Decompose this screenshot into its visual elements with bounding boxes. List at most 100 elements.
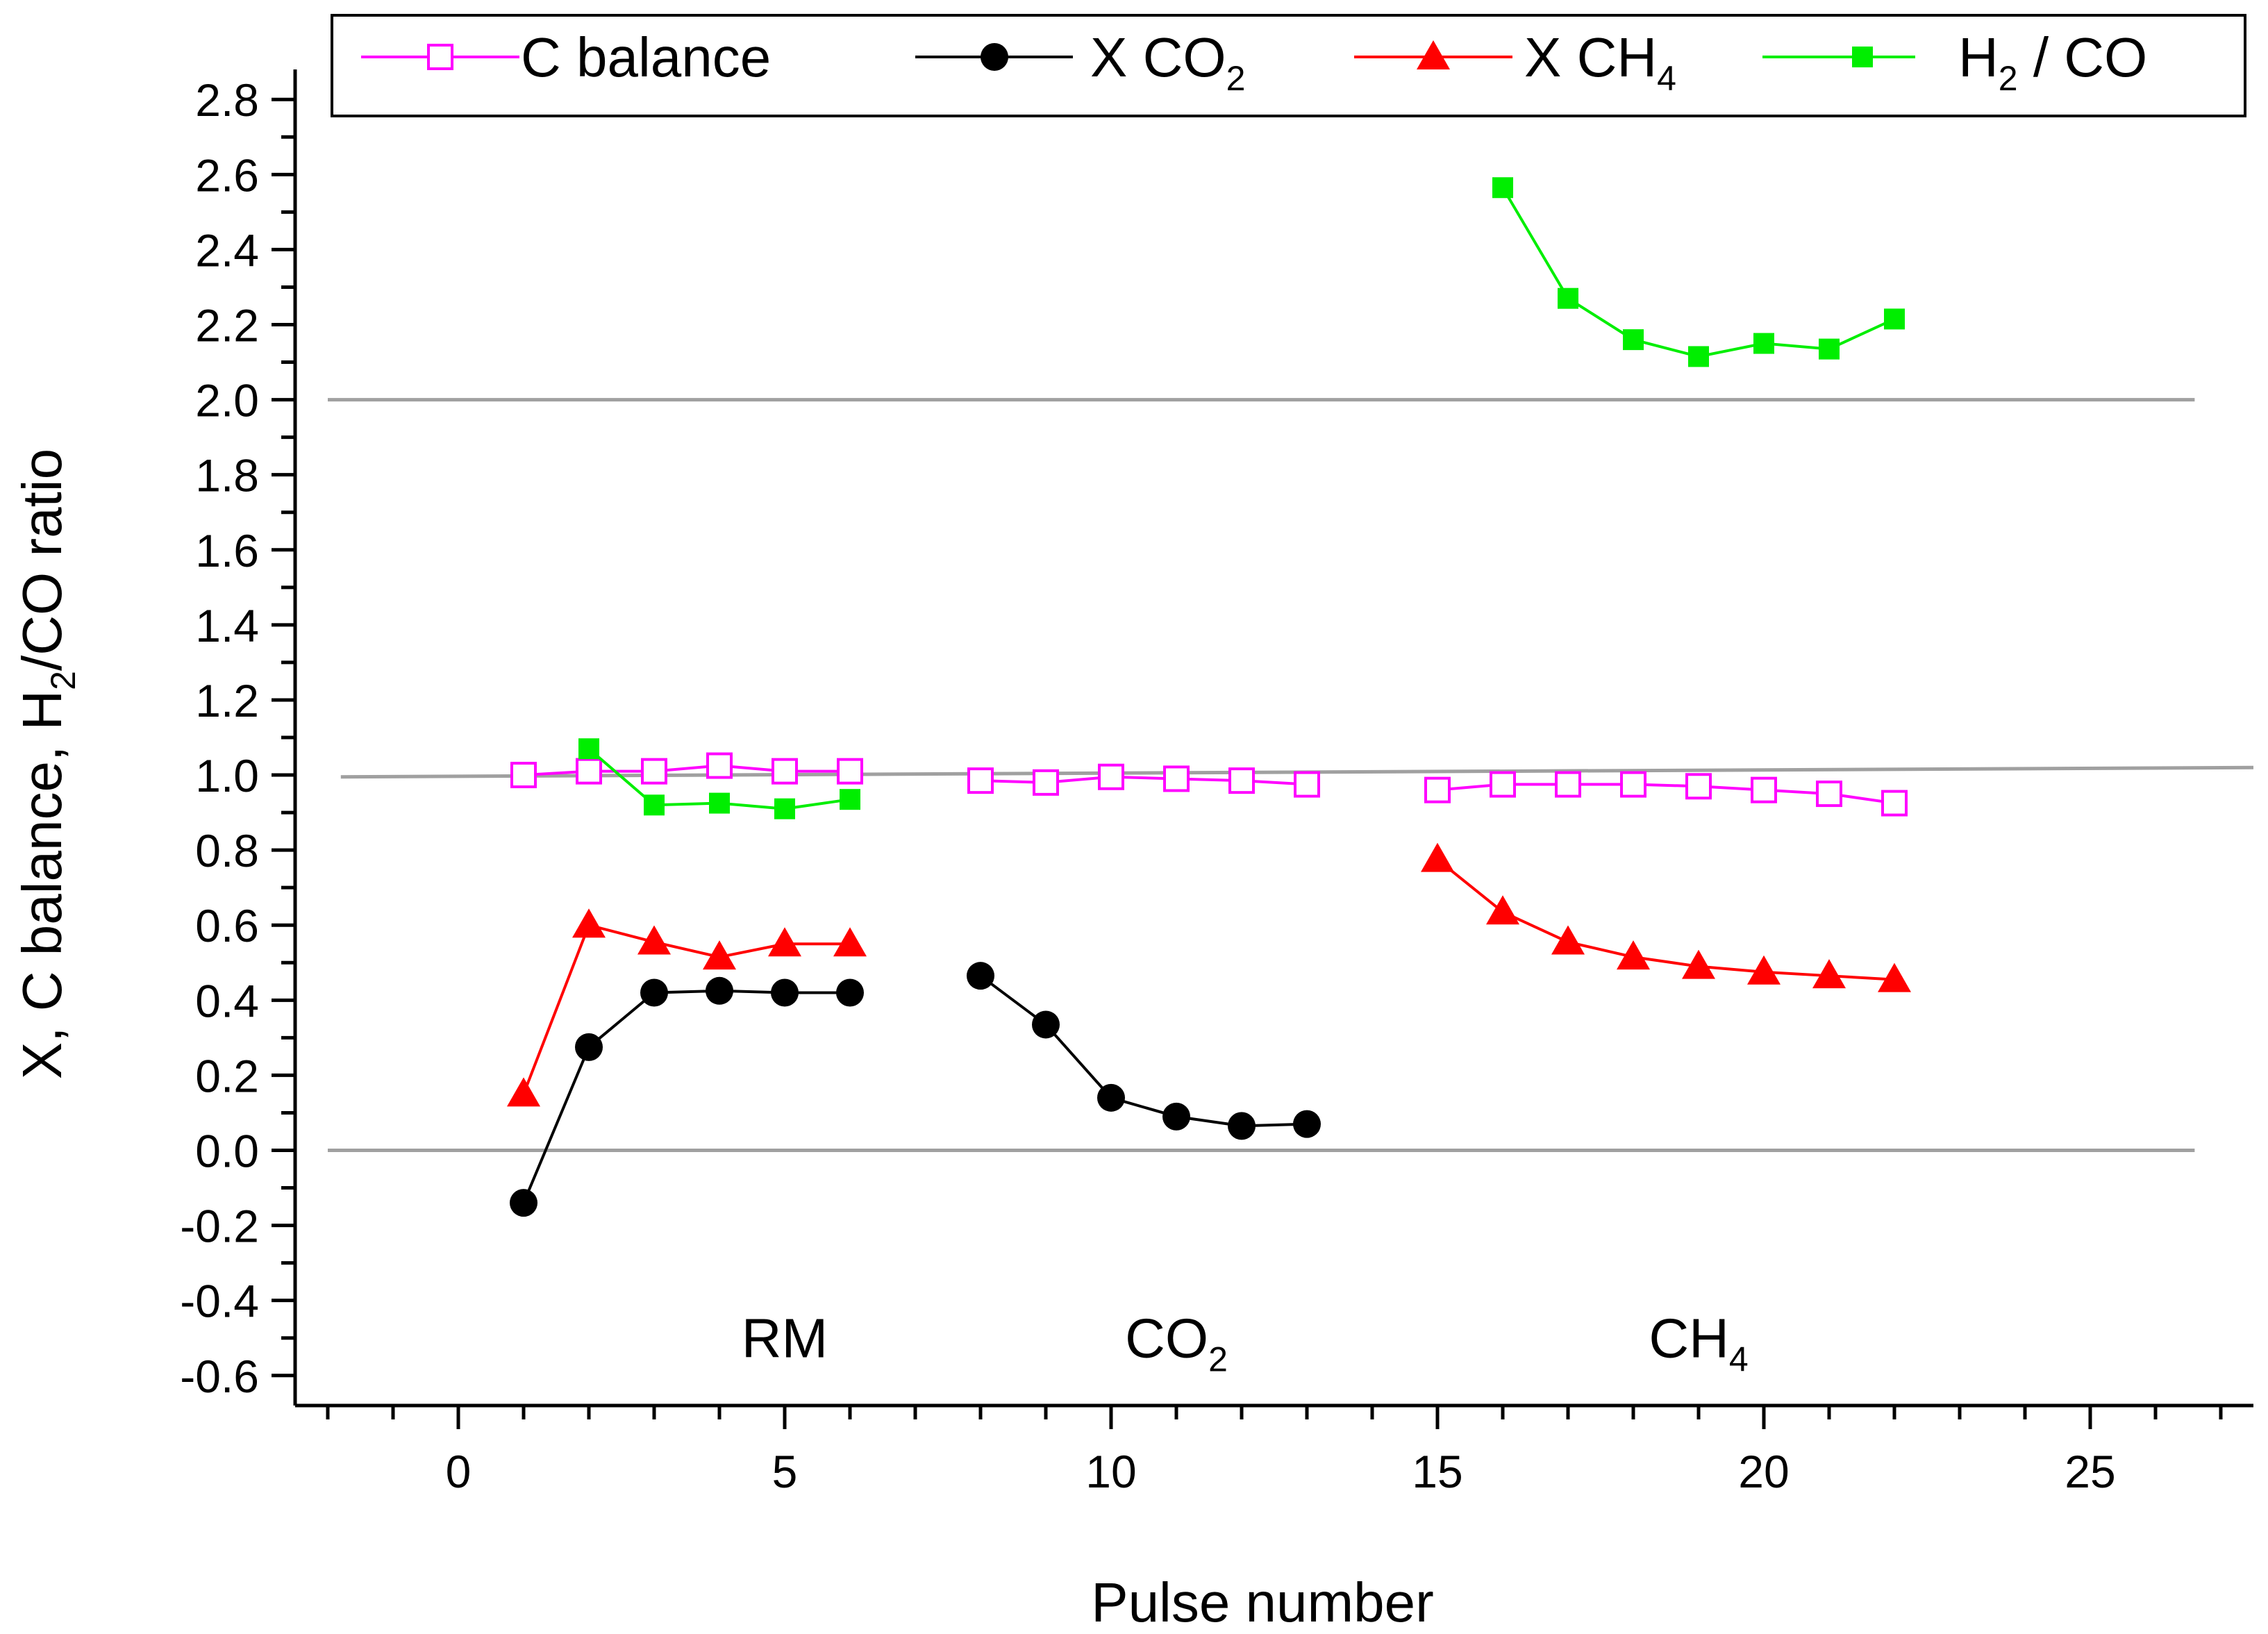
y-tick-label: 2.0 (195, 375, 259, 426)
y-axis-title-prefix: X, C balance, H (11, 690, 73, 1079)
data-point (1623, 329, 1644, 351)
y-tick-label: -0.6 (180, 1351, 259, 1402)
data-point (641, 758, 667, 785)
region-label-subscript: 4 (1729, 1340, 1749, 1379)
series-layer (507, 177, 1911, 1217)
data-point (644, 794, 665, 816)
data-point (1162, 1102, 1190, 1131)
y-tick-label: 1.4 (195, 600, 259, 651)
y-tick-label: 1.6 (195, 525, 259, 576)
region-label: RM (742, 1308, 828, 1369)
x-tick-label: 0 (446, 1446, 472, 1497)
data-point (1294, 771, 1320, 798)
y-axis-title-subscript: 2 (44, 671, 83, 690)
data-point (840, 789, 860, 810)
y-tick-label: 2.8 (195, 74, 259, 126)
y-tick-label: -0.4 (180, 1276, 259, 1327)
data-point (833, 927, 867, 957)
data-point (967, 962, 994, 990)
region-label-main: CH (1649, 1308, 1729, 1369)
x-axis-ticks: 0 5 10 15 20 25 (326, 1406, 2223, 1497)
data-point (1490, 771, 1516, 798)
data-point (510, 762, 537, 789)
data-point (1033, 769, 1059, 796)
data-point (771, 978, 799, 1007)
data-point (836, 978, 864, 1007)
data-point (1492, 177, 1513, 199)
legend-label: X CO2 (1090, 26, 1245, 98)
region-label-subscript: 2 (1208, 1340, 1228, 1379)
region-label-main: RM (742, 1308, 828, 1369)
data-point (640, 978, 668, 1007)
legend-marker (981, 43, 1008, 71)
data-point (1620, 771, 1646, 798)
data-point (1097, 1083, 1125, 1112)
data-point (1753, 333, 1774, 354)
legend-label: X CH4 (1524, 26, 1676, 98)
legend-box (331, 14, 2246, 117)
region-labels: RM CO2 CH4 (742, 1308, 1749, 1379)
y-tick-label: 0.0 (195, 1125, 259, 1176)
data-point (1819, 338, 1840, 360)
series-line (979, 974, 1308, 1128)
x-tick-label: 10 (1085, 1446, 1136, 1497)
x-axis-title: Pulse number (1091, 1572, 1434, 1633)
data-point (1816, 781, 1842, 808)
legend-marker (1852, 47, 1873, 67)
data-point (1228, 767, 1255, 794)
y-tick-label: 0.2 (195, 1050, 259, 1101)
x-tick-label: 5 (772, 1446, 798, 1497)
legend-label-subscript: 4 (1657, 59, 1676, 98)
y-tick-label: 0.6 (195, 900, 259, 951)
x-tick-label: 15 (1412, 1446, 1462, 1497)
data-point (1685, 773, 1712, 800)
legend-label: C balance (521, 26, 771, 88)
data-point (1032, 1010, 1060, 1039)
data-point (706, 752, 733, 779)
y-axis-title: X, C balance, H2/CO ratio (11, 449, 83, 1079)
region-label: CH4 (1649, 1308, 1748, 1379)
data-point (637, 925, 671, 955)
x-tick-label: 20 (1738, 1446, 1789, 1497)
legend-label-main: X CO (1090, 26, 1226, 88)
data-point (706, 976, 733, 1005)
legend: C balance X CO2 X CH4 H2 / CO (331, 14, 2246, 117)
data-point (1228, 1112, 1256, 1140)
data-point (1555, 771, 1581, 798)
data-point (507, 1077, 540, 1107)
data-point (1424, 776, 1451, 803)
legend-label-main: C balance (521, 26, 771, 88)
data-point (510, 1189, 537, 1217)
y-tick-label: 2.4 (195, 224, 259, 276)
y-tick-label: 1.0 (195, 750, 259, 801)
y-axis-title-suffix: /CO ratio (11, 449, 73, 671)
y-axis-ticks: -0.6 -0.4 -0.2 0.0 0.2 0.4 0.6 0.8 1.0 1.2 1.4 1.6 1… (180, 74, 295, 1402)
legend-label-subscript: 2 (1999, 59, 2018, 98)
legend-label: H2 / CO (1958, 26, 2147, 98)
legend-marker (1417, 40, 1450, 69)
data-point (575, 1033, 603, 1061)
axes (293, 69, 2253, 1408)
data-point (1688, 346, 1709, 367)
y-tick-label: 2.6 (195, 149, 259, 201)
data-point (768, 927, 801, 957)
data-point (1682, 949, 1715, 979)
series-line (522, 989, 850, 1203)
y-tick-label: 1.8 (195, 450, 259, 501)
series-line (1501, 187, 1895, 358)
y-tick-label: 0.4 (195, 975, 259, 1026)
data-point (1293, 1110, 1321, 1138)
data-point (1747, 955, 1781, 985)
legend-label-subscript: 2 (1226, 59, 1246, 98)
y-tick-label: 0.8 (195, 825, 259, 876)
data-point (709, 792, 730, 814)
y-tick-label: -0.2 (180, 1201, 259, 1252)
data-point (1617, 940, 1650, 970)
data-point (1421, 842, 1454, 872)
data-point (572, 908, 606, 938)
y-tick-label: 2.2 (195, 300, 259, 351)
data-point (576, 758, 602, 785)
data-point (1751, 776, 1777, 803)
data-point (1098, 763, 1124, 790)
region-label: CO2 (1125, 1308, 1228, 1379)
